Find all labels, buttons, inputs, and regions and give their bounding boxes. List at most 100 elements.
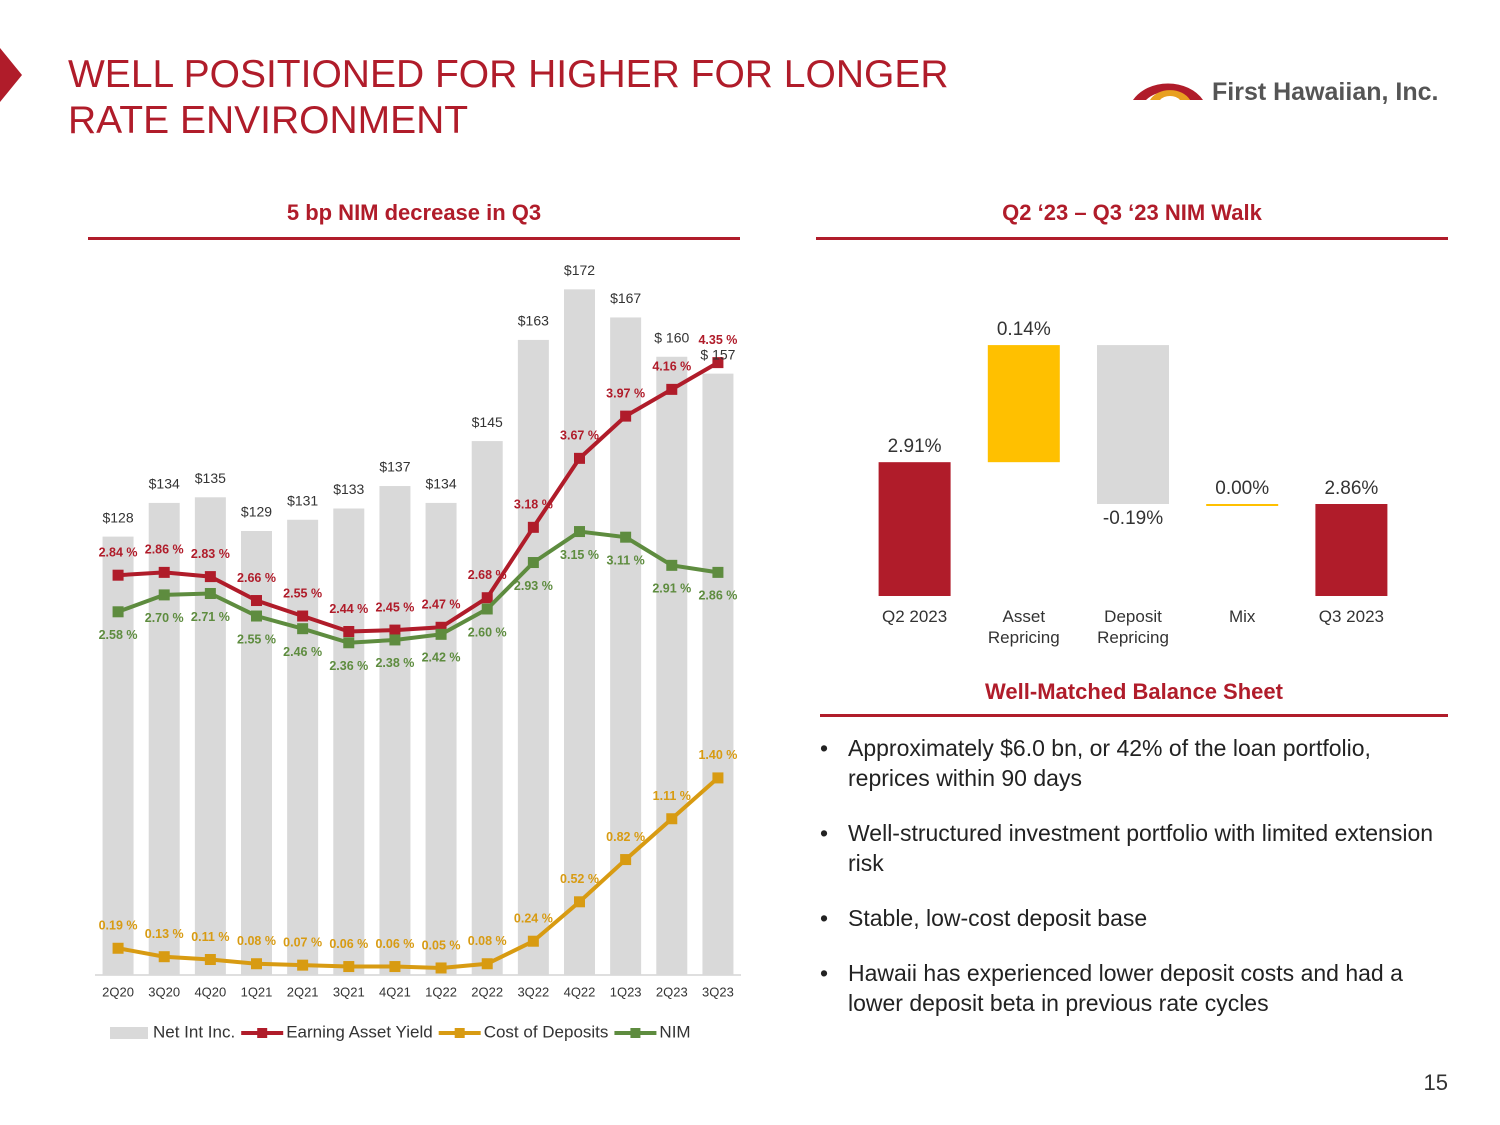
line-marker <box>435 621 447 633</box>
line-marker <box>666 813 678 825</box>
line-marker <box>389 634 401 646</box>
line-marker <box>158 566 170 578</box>
x-tick-label: 2Q20 <box>102 984 134 999</box>
data-label: $172 <box>564 262 595 278</box>
line-marker <box>112 569 124 581</box>
line-marker <box>527 935 539 947</box>
data-label: 1.40 % <box>698 748 737 762</box>
line-marker <box>574 452 585 464</box>
section-title: Well-Matched Balance Sheet <box>985 679 1283 704</box>
x-tick-label: 1Q23 <box>610 984 642 999</box>
data-label: 3.97 % <box>606 386 645 400</box>
page-number: 15 <box>1423 1070 1448 1095</box>
data-label: $163 <box>518 313 549 329</box>
chart-title: Q2 ‘23 – Q3 ‘23 NIM Walk <box>1002 200 1262 225</box>
line-marker <box>527 557 539 569</box>
line-marker <box>435 962 447 974</box>
bar <box>656 356 688 975</box>
line-marker <box>712 566 724 578</box>
line <box>117 360 719 634</box>
data-label: 0.52 % <box>560 872 599 886</box>
data-label: 2.60 % <box>468 625 507 639</box>
data-label: 0.13 % <box>145 927 184 941</box>
line-marker <box>158 589 170 601</box>
data-label: 2.86% <box>1324 478 1378 499</box>
data-label: 2.38 % <box>375 656 414 670</box>
bullet-item: Stable, low-cost deposit base <box>818 903 1458 933</box>
data-label: 2.84 % <box>99 545 138 559</box>
legend-swatch <box>454 1028 465 1038</box>
line-marker <box>343 961 355 973</box>
line <box>117 776 720 970</box>
bullet-item: Well-structured investment portfolio wit… <box>818 818 1458 878</box>
line-marker <box>251 595 262 607</box>
logo-text: First Hawaiian, Inc. <box>1212 78 1439 106</box>
x-tick-label: 3Q23 <box>702 984 734 999</box>
data-label: 3.67 % <box>560 429 599 443</box>
data-label: 2.42 % <box>422 651 461 665</box>
bar <box>333 508 365 975</box>
line-marker <box>712 357 724 369</box>
data-label: 2.86 % <box>698 589 737 603</box>
data-label: $145 <box>472 414 503 430</box>
data-label: 4.35 % <box>698 333 737 347</box>
data-label: 0.82 % <box>606 830 645 844</box>
data-label: 0.14% <box>997 319 1051 340</box>
x-tick-label: Deposit Repricing <box>1097 607 1169 647</box>
line-marker <box>204 571 216 583</box>
corner-arrow <box>0 48 22 102</box>
line-marker <box>112 606 124 618</box>
line-marker <box>389 961 401 973</box>
data-label: 0.11 % <box>191 930 229 944</box>
x-tick-label: 4Q22 <box>564 984 596 999</box>
x-tick-label: Q3 2023 <box>1318 607 1384 626</box>
x-tick-label: 3Q20 <box>148 984 180 999</box>
legend-swatch <box>110 1027 148 1039</box>
data-label: 2.55 % <box>237 632 276 646</box>
data-label: 0.24 % <box>514 912 553 926</box>
x-tick-label: 4Q20 <box>194 984 226 999</box>
data-label: $137 <box>379 459 410 475</box>
line-marker <box>620 410 632 422</box>
data-label: 0.06 % <box>375 937 414 951</box>
bar <box>148 502 180 975</box>
line-marker <box>389 624 401 636</box>
x-tick-label: 1Q21 <box>241 984 273 999</box>
data-label: 2.47 % <box>422 598 461 612</box>
x-tick-label: 3Q22 <box>517 984 549 999</box>
bar <box>878 462 951 596</box>
bar <box>1206 504 1279 506</box>
data-label: $131 <box>287 492 318 508</box>
data-label: 3.18 % <box>514 498 553 512</box>
data-label: 2.70 % <box>145 611 184 625</box>
data-label: $ 157 <box>700 346 735 362</box>
bar <box>102 536 134 975</box>
line-marker <box>204 587 216 599</box>
data-label: 2.44 % <box>329 602 368 616</box>
data-label: 2.45 % <box>375 600 414 614</box>
data-label: 2.68 % <box>468 568 507 582</box>
data-label: 1.11 % <box>653 789 691 803</box>
line-marker <box>158 951 170 963</box>
line-marker <box>481 592 493 604</box>
line-marker <box>435 628 447 640</box>
x-tick-label: 2Q21 <box>287 984 319 999</box>
data-label: 2.91 % <box>652 582 691 596</box>
line-marker <box>297 610 309 622</box>
data-label: 4.16 % <box>652 360 691 374</box>
data-label: 0.08 % <box>237 934 276 948</box>
line-marker <box>481 958 493 970</box>
data-label: 2.55 % <box>283 586 322 600</box>
data-label: $167 <box>610 290 641 306</box>
logo-mark <box>1133 83 1203 100</box>
line-marker <box>481 603 493 615</box>
line-marker <box>297 959 309 971</box>
data-label: -0.19% <box>1103 508 1163 529</box>
x-tick-label: 2Q22 <box>471 984 503 999</box>
bar <box>379 486 411 975</box>
bar <box>287 519 319 975</box>
bar <box>702 373 734 975</box>
data-label: $128 <box>102 509 133 525</box>
